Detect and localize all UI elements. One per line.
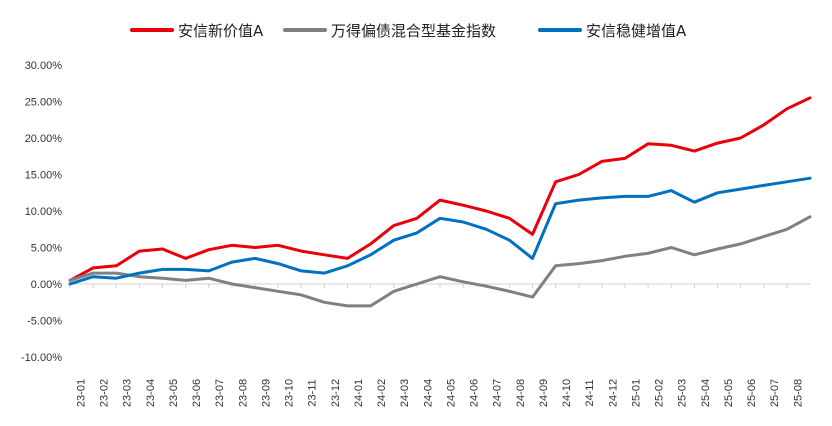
x-tick-label: 23-03 — [122, 379, 134, 407]
x-tick-label: 24-12 — [607, 379, 619, 407]
x-tick-label: 25-08 — [792, 379, 804, 407]
x-axis: 23-01 23-02 23-03 23-04 23-05 23-06 23-07 23-08… — [69, 283, 810, 407]
x-tick-label: 25-05 — [723, 379, 735, 407]
legend-label: 万得偏债混合型基金指数 — [331, 22, 496, 40]
x-tick-label: 25-01 — [630, 379, 642, 407]
y-tick-label: 30.00% — [25, 60, 63, 72]
y-tick-label: 10.00% — [25, 206, 63, 218]
x-tick-label: 25-06 — [746, 379, 758, 407]
y-tick-label: -10.00% — [21, 352, 62, 364]
y-tick-label: 15.00% — [25, 170, 63, 182]
x-tick-label: 23-11 — [307, 379, 319, 406]
legend-label: 安信新价值A — [178, 22, 264, 40]
x-tick-label: 25-02 — [654, 379, 666, 407]
y-tick-label: -5.00% — [27, 316, 62, 328]
y-axis: -10.00% -5.00% 0.00% 5.00% 10.00% 15.00% 20.00… — [21, 60, 62, 364]
x-tick-label: 23-02 — [99, 379, 111, 407]
x-tick-label: 23-04 — [145, 379, 157, 407]
x-tick-label: 25-03 — [677, 379, 689, 407]
x-tick-label: 24-02 — [376, 379, 388, 407]
x-tick-label: 25-07 — [769, 379, 781, 407]
series-line-1 — [68, 96, 812, 282]
x-tick-label: 24-05 — [445, 379, 457, 407]
x-tick-label: 24-04 — [422, 379, 434, 407]
series-line-3 — [68, 176, 812, 286]
x-tick-label: 23-05 — [168, 379, 180, 407]
x-tick-label: 23-01 — [75, 379, 87, 407]
y-tick-label: 25.00% — [25, 97, 63, 109]
x-tick-label: 23-07 — [214, 379, 226, 407]
x-tick-label: 24-01 — [353, 379, 365, 407]
x-tick-label: 24-09 — [538, 379, 550, 407]
x-tick-label: 23-10 — [284, 379, 296, 407]
x-tick-label: 23-08 — [237, 379, 249, 407]
x-tick-label: 23-12 — [330, 379, 342, 407]
y-tick-label: 0.00% — [31, 279, 62, 291]
x-tick-label: 23-06 — [191, 379, 203, 407]
x-tick-label: 24-10 — [561, 379, 573, 407]
x-tick-label: 25-04 — [700, 379, 712, 407]
x-tick-label: 23-09 — [260, 379, 272, 407]
x-tick-label: 24-11 — [584, 379, 596, 406]
x-tick-label: 24-03 — [399, 379, 411, 407]
y-tick-label: 20.00% — [25, 133, 63, 145]
x-tick-label: 24-08 — [515, 379, 527, 407]
y-tick-label: 5.00% — [31, 243, 62, 255]
legend-label: 安信稳健增值A — [586, 22, 687, 40]
series-line-2 — [68, 215, 812, 308]
series-group — [68, 96, 812, 308]
legend: 安信新价值A 万得偏债混合型基金指数 安信稳健增值A — [130, 22, 687, 40]
x-tick-label: 24-06 — [469, 379, 481, 407]
x-tick-label: 24-07 — [492, 379, 504, 407]
